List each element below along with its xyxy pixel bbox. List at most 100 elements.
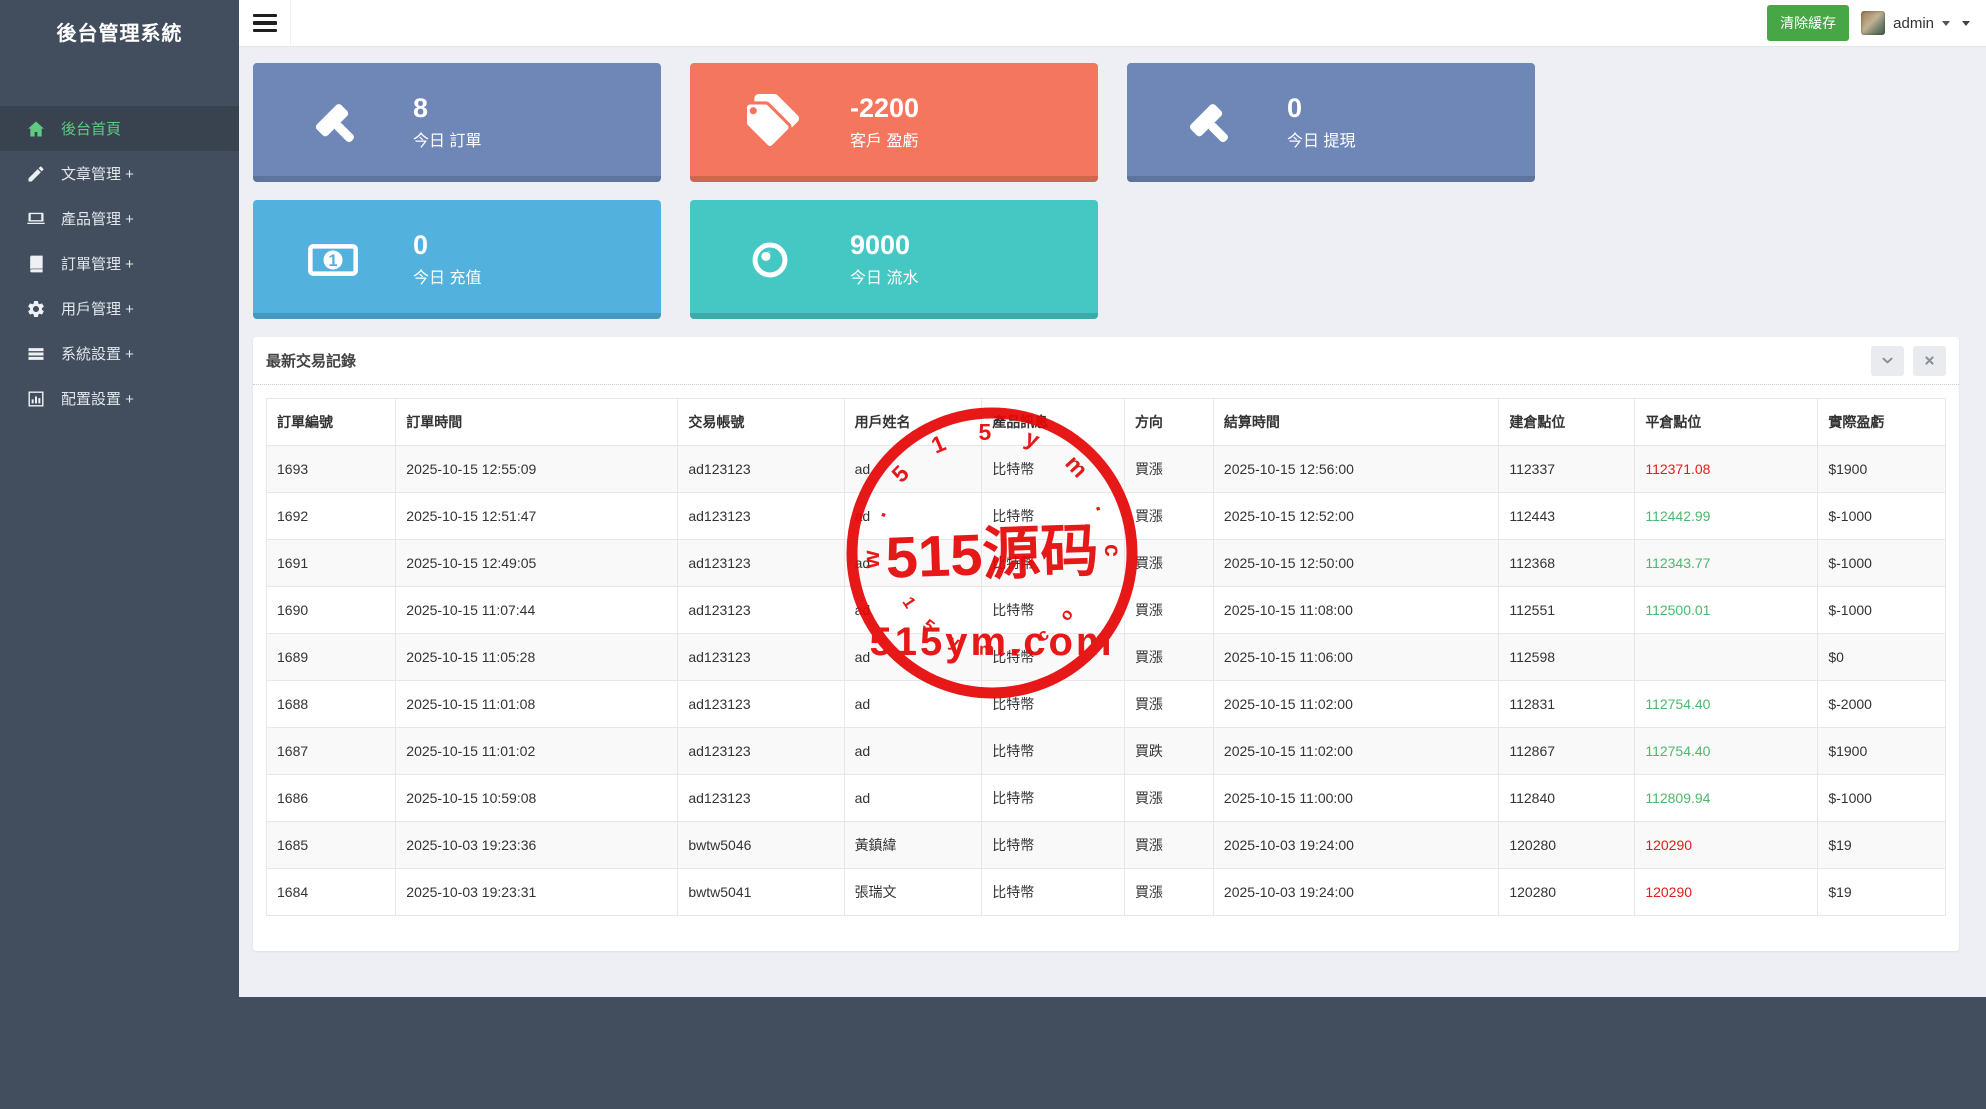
user-name-cell: ad <box>843 774 983 822</box>
user-name-cell: 黃鎮緯 <box>843 821 983 869</box>
eye-icon <box>690 231 850 289</box>
cogs-icon <box>26 299 46 319</box>
open-point-cell: 112840 <box>1498 774 1636 822</box>
card-text: 0 今日 提現 <box>1287 93 1355 152</box>
table-row: 1685 2025-10-03 19:23:36 bwtw5046 黃鎮緯 比特幣 買漲 2… <box>265 821 1946 869</box>
stat-cards: 8 今日 訂單 -2200 客戶 盈虧 0 今日 提現 1 0 今日 充值 9000 今日 流水 <box>253 63 1986 319</box>
open-point-cell: 112337 <box>1498 445 1636 493</box>
close-button[interactable] <box>1913 345 1946 376</box>
close-point-cell: 120290 <box>1634 821 1819 869</box>
card-today-recharge: 1 0 今日 充值 <box>253 200 661 319</box>
settle-time-cell: 2025-10-15 11:08:00 <box>1212 586 1500 634</box>
trade-account-cell: ad123123 <box>677 727 845 775</box>
table-row: 1692 2025-10-15 12:51:47 ad123123 ad 比特幣 買漲 20… <box>265 492 1946 540</box>
direction-cell: 買漲 <box>1123 492 1214 540</box>
direction-cell: 買漲 <box>1123 445 1214 493</box>
actual-pnl-cell: $-1000 <box>1817 586 1946 634</box>
trade-account-cell: ad123123 <box>677 539 845 587</box>
sidebar-item-products[interactable]: 產品管理 + <box>0 196 239 241</box>
chevron-down-icon <box>1882 357 1893 364</box>
transactions-table: 訂單編號 訂單時間 交易帳號 用戶姓名 產品訊息 方向 結算時間 建倉點位 平倉點位 實際盈虧 1… <box>265 398 1946 916</box>
caret-down-icon[interactable] <box>1962 20 1970 26</box>
user-name-cell: ad <box>843 539 983 587</box>
sidebar-item-articles[interactable]: 文章管理 + <box>0 151 239 196</box>
transactions-panel: 最新交易記錄 訂單編號 訂單時間 交易帳號 用戶姓名 產品訊息 方向 結算時間 建倉點位 平倉點… <box>253 337 1959 951</box>
settle-time-cell: 2025-10-15 11:06:00 <box>1212 633 1500 681</box>
card-today-orders: 8 今日 訂單 <box>253 63 661 182</box>
collapse-button[interactable] <box>1871 345 1904 376</box>
topbar-right: 清除緩存 admin <box>1767 0 1970 46</box>
sidebar-item-label: 產品管理 + <box>61 211 134 228</box>
product-name-cell: 比特幣 <box>981 586 1125 634</box>
product-name-cell: 比特幣 <box>981 868 1125 916</box>
settle-time-cell: 2025-10-15 11:02:00 <box>1212 680 1500 728</box>
sidebar-item-config[interactable]: 配置設置 + <box>0 376 239 421</box>
trade-account-cell: ad123123 <box>677 586 845 634</box>
user-name-cell: ad <box>843 633 983 681</box>
panel-body: 訂單編號 訂單時間 交易帳號 用戶姓名 產品訊息 方向 結算時間 建倉點位 平倉點位 實際盈虧 1… <box>253 385 1959 951</box>
main-content: 8 今日 訂單 -2200 客戶 盈虧 0 今日 提現 1 0 今日 充值 9000 今日 流水 最… <box>239 47 1986 997</box>
column-header: 方向 <box>1123 398 1214 446</box>
card-value: 0 <box>413 229 429 260</box>
direction-cell: 買漲 <box>1123 868 1214 916</box>
card-value: -2200 <box>850 92 920 123</box>
close-icon <box>1925 356 1934 365</box>
card-label: 今日 訂單 <box>413 133 482 151</box>
card-today-volume: 9000 今日 流水 <box>690 200 1098 319</box>
clear-cache-button[interactable]: 清除緩存 <box>1767 5 1850 41</box>
direction-cell: 買漲 <box>1123 539 1214 587</box>
tags-icon <box>690 93 850 152</box>
settle-time-cell: 2025-10-15 12:52:00 <box>1212 492 1500 540</box>
column-header: 實際盈虧 <box>1817 398 1946 446</box>
card-text: 0 今日 充值 <box>413 229 482 289</box>
settle-time-cell: 2025-10-03 19:24:00 <box>1212 868 1500 916</box>
product-name-cell: 比特幣 <box>981 445 1125 493</box>
actual-pnl-cell: $-2000 <box>1817 680 1946 728</box>
settle-time-cell: 2025-10-15 12:50:00 <box>1212 539 1500 587</box>
direction-cell: 買漲 <box>1123 774 1214 822</box>
user-menu[interactable]: admin <box>1861 11 1950 35</box>
order-id-cell: 1689 <box>265 633 397 681</box>
user-name-cell: ad <box>843 492 983 540</box>
close-point-cell: 112343.77 <box>1634 539 1819 587</box>
order-id-cell: 1692 <box>265 492 397 540</box>
sidebar: 後台管理系統 後台首頁 文章管理 + 產品管理 + 訂單管理 + 用戶管理 + 系統設置 … <box>0 0 239 1109</box>
topbar: 清除緩存 admin <box>239 0 1986 47</box>
sidebar-item-label: 後台首頁 <box>61 121 122 138</box>
order-time-cell: 2025-10-03 19:23:31 <box>395 868 679 916</box>
card-value: 8 <box>413 92 429 123</box>
user-name-cell: 張瑞文 <box>843 868 983 916</box>
trade-account-cell: ad123123 <box>677 680 845 728</box>
close-point-cell: 112754.40 <box>1634 680 1819 728</box>
direction-cell: 買漲 <box>1123 680 1214 728</box>
sidebar-item-users[interactable]: 用戶管理 + <box>0 286 239 331</box>
sidebar-item-system[interactable]: 系統設置 + <box>0 331 239 376</box>
card-label: 今日 充值 <box>413 270 482 288</box>
actual-pnl-cell: $19 <box>1817 821 1946 869</box>
sidebar-item-home[interactable]: 後台首頁 <box>0 106 239 151</box>
bar-chart-icon <box>26 389 46 409</box>
order-id-cell: 1693 <box>265 445 397 493</box>
sidebar-item-label: 配置設置 + <box>61 391 134 408</box>
trade-account-cell: bwtw5041 <box>677 868 845 916</box>
tasks-icon <box>26 344 46 364</box>
sidebar-menu: 後台首頁文章管理 + 產品管理 + 訂單管理 + 用戶管理 + 系統設置 + 配置設置 + <box>0 106 239 421</box>
actual-pnl-cell: $1900 <box>1817 445 1946 493</box>
trade-account-cell: ad123123 <box>677 633 845 681</box>
sidebar-item-label: 用戶管理 + <box>61 301 134 318</box>
open-point-cell: 120280 <box>1498 821 1636 869</box>
direction-cell: 買漲 <box>1123 586 1214 634</box>
order-id-cell: 1684 <box>265 868 397 916</box>
card-label: 今日 流水 <box>850 270 919 288</box>
user-name-cell: ad <box>843 586 983 634</box>
column-header: 平倉點位 <box>1634 398 1819 446</box>
cards-row: 8 今日 訂單 -2200 客戶 盈虧 0 今日 提現 <box>253 63 1986 182</box>
order-time-cell: 2025-10-15 11:01:08 <box>395 680 679 728</box>
avatar <box>1861 11 1886 35</box>
order-time-cell: 2025-10-15 11:07:44 <box>395 586 679 634</box>
home-icon <box>26 119 46 139</box>
sidebar-item-orders[interactable]: 訂單管理 + <box>0 241 239 286</box>
settle-time-cell: 2025-10-15 11:00:00 <box>1212 774 1500 822</box>
menu-toggle-button[interactable] <box>239 0 291 46</box>
order-id-cell: 1687 <box>265 727 397 775</box>
